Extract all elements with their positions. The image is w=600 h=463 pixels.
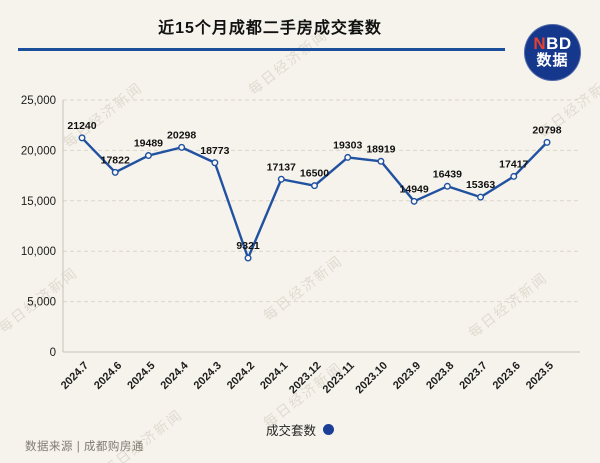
data-label: 21240 [67, 120, 96, 132]
data-source: 数据来源 | 成都购房通 [25, 441, 144, 453]
data-point[interactable] [543, 138, 551, 146]
data-label: 16439 [433, 168, 462, 180]
data-label: 9321 [236, 240, 260, 252]
x-axis-label: 2024.3 [192, 360, 224, 392]
data-label: 18919 [366, 143, 395, 155]
nbd-logo-subtext: 数据 [536, 52, 569, 69]
legend-marker-icon [323, 424, 334, 435]
legend: 成交套数 [0, 420, 600, 439]
x-axis-label: 2023.5 [524, 360, 556, 392]
data-label: 17822 [101, 154, 130, 166]
data-point[interactable] [178, 143, 186, 151]
x-axis-label: 2023.11 [321, 360, 357, 396]
data-label: 15363 [466, 179, 495, 191]
data-point[interactable] [78, 134, 86, 142]
x-axis-label: 2023.9 [391, 360, 423, 392]
y-axis-label: 5,000 [27, 297, 56, 309]
data-label: 20298 [167, 129, 196, 141]
legend-label: 成交套数 [265, 424, 316, 438]
data-point[interactable] [277, 175, 285, 183]
data-label: 17137 [267, 161, 296, 173]
data-point[interactable] [111, 168, 119, 176]
data-label: 14949 [400, 183, 429, 195]
data-label: 19489 [134, 138, 163, 150]
data-label: 16500 [300, 168, 329, 180]
x-axis-label: 2024.6 [92, 360, 124, 392]
nbd-logo-text: NBD [533, 34, 572, 53]
x-axis-label: 2023.12 [287, 360, 324, 397]
data-point[interactable] [211, 159, 219, 167]
data-label: 18773 [200, 145, 229, 157]
data-point[interactable] [477, 193, 485, 201]
y-axis-label: 25,000 [21, 95, 56, 107]
page-title: 近15个月成都二手房成交套数 [158, 20, 382, 37]
x-axis-label: 2024.1 [258, 360, 290, 392]
y-axis-label: 10,000 [21, 246, 56, 258]
data-point[interactable] [311, 182, 319, 190]
title-underline [18, 48, 505, 51]
x-axis-label: 2024.2 [225, 360, 257, 392]
x-axis-label: 2023.7 [457, 360, 489, 392]
y-axis-label: 20,000 [21, 145, 56, 157]
y-axis-label: 0 [50, 347, 56, 359]
data-label: 17417 [499, 158, 528, 170]
nbd-logo: NBD 数据 [524, 24, 581, 81]
data-label: 20798 [532, 124, 561, 136]
x-axis-label: 2024.4 [158, 359, 191, 392]
x-axis-label: 2023.6 [491, 360, 523, 392]
y-axis-label: 15,000 [21, 196, 56, 208]
x-axis-label: 2023.8 [424, 360, 456, 392]
x-axis-label: 2024.7 [59, 360, 91, 392]
x-axis-label: 2024.5 [125, 360, 157, 392]
data-point[interactable] [144, 152, 152, 160]
header: 近15个月成都二手房成交套数 NBD 数据 [0, 0, 600, 85]
data-point[interactable] [377, 157, 385, 165]
data-point[interactable] [244, 254, 252, 262]
data-point[interactable] [443, 182, 451, 190]
data-point[interactable] [510, 172, 518, 180]
data-label: 19303 [333, 139, 362, 151]
x-axis-label: 2023.10 [353, 360, 390, 397]
data-point[interactable] [410, 197, 418, 205]
data-point[interactable] [344, 153, 352, 161]
